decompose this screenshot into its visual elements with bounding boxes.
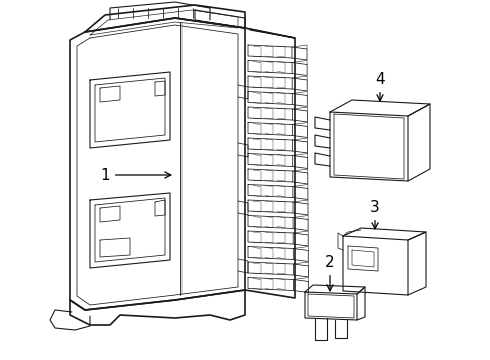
Text: 2: 2: [325, 255, 335, 291]
Text: 3: 3: [370, 200, 380, 229]
Text: 1: 1: [100, 167, 171, 183]
Text: 4: 4: [375, 72, 385, 101]
